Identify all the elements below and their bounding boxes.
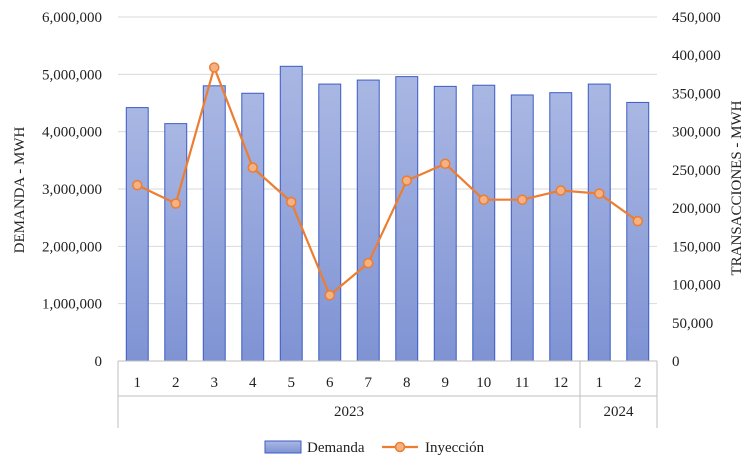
injection-line <box>136 66 639 297</box>
injection-point <box>555 185 566 196</box>
y-tick-label: 1,000,000 <box>42 297 102 313</box>
x-tick-label: 9 <box>442 375 450 391</box>
injection-point <box>478 194 489 205</box>
legend-injection-marker <box>394 441 406 453</box>
y-tick-label: 6,000,000 <box>42 10 102 26</box>
demand-bars <box>125 65 650 362</box>
bar <box>510 94 534 362</box>
y2-tick-label: 250,000 <box>672 163 721 179</box>
y2-tick-label: 450,000 <box>672 10 721 26</box>
bar <box>395 76 419 362</box>
y2-tick-label: 50,000 <box>672 316 713 332</box>
injection-point <box>324 290 335 301</box>
injection-point <box>132 179 143 191</box>
bar <box>472 84 496 362</box>
y-tick-label: 4,000,000 <box>42 125 102 141</box>
bar <box>241 92 265 362</box>
injection-point <box>286 196 297 208</box>
bar <box>279 65 303 362</box>
x-tick-label: 12 <box>553 375 568 391</box>
injection-point <box>440 158 451 170</box>
x-group-label: 2023 <box>334 404 364 420</box>
x-tick-label: 6 <box>326 375 334 391</box>
injection-point <box>170 198 181 209</box>
injection-point <box>594 188 605 199</box>
bar <box>356 79 380 362</box>
x-tick-label: 2 <box>634 375 642 391</box>
legend-demand-swatch <box>264 440 302 454</box>
bar <box>318 83 342 362</box>
injection-point <box>209 62 220 73</box>
gridlines <box>118 16 657 305</box>
y2-tick-label: 350,000 <box>672 86 721 102</box>
y2-tick-label: 0 <box>672 354 680 370</box>
x-tick-label: 8 <box>403 375 411 391</box>
bar <box>626 101 650 362</box>
y-tick-label: 5,000,000 <box>42 67 102 83</box>
y-tick-label: 3,000,000 <box>42 182 102 198</box>
y2-tick-label: 150,000 <box>672 239 721 255</box>
y-axis-right: 0 50,000 100,000 150,000 200,000 250,000 300,0… <box>672 10 721 370</box>
y2-tick-label: 400,000 <box>672 48 721 64</box>
x-group-label: 2024 <box>604 404 635 420</box>
x-tick-label: 5 <box>288 375 296 391</box>
x-tick-label: 1 <box>596 375 604 391</box>
y2-tick-label: 100,000 <box>672 278 721 294</box>
y-tick-label: 2,000,000 <box>42 239 102 255</box>
injection-point <box>363 257 374 269</box>
y2-tick-label: 200,000 <box>672 201 721 217</box>
bar <box>549 92 573 362</box>
legend: Demanda Inyección <box>264 440 485 456</box>
injection-point <box>517 194 528 205</box>
y-axis-title: DEMANDA - MWH <box>12 127 28 254</box>
legend-injection-label: Inyección <box>425 440 485 456</box>
injection-point <box>401 175 412 186</box>
bar <box>433 85 457 362</box>
x-tick-label: 3 <box>211 375 219 391</box>
bar <box>164 123 188 362</box>
x-tick-label: 7 <box>365 375 373 391</box>
x-tick-label: 1 <box>134 375 142 391</box>
x-tick-label: 2 <box>172 375 180 391</box>
x-tick-label: 11 <box>515 375 529 391</box>
bar <box>587 83 611 362</box>
legend-demand-label: Demanda <box>307 440 365 456</box>
injection-line-series <box>132 62 643 301</box>
y-axis-left: 0 1,000,000 2,000,000 3,000,000 4,000,000 5,0… <box>42 10 102 370</box>
y-tick-label: 0 <box>95 354 103 370</box>
bar <box>125 107 149 362</box>
x-tick-label: 4 <box>249 375 257 391</box>
y2-tick-label: 300,000 <box>672 125 721 141</box>
y2-axis-title: TRANSACCIONES - MWH <box>729 100 745 275</box>
injection-point <box>247 162 258 173</box>
injection-point <box>632 215 643 227</box>
bar <box>202 85 226 362</box>
x-tick-label: 10 <box>476 375 491 391</box>
